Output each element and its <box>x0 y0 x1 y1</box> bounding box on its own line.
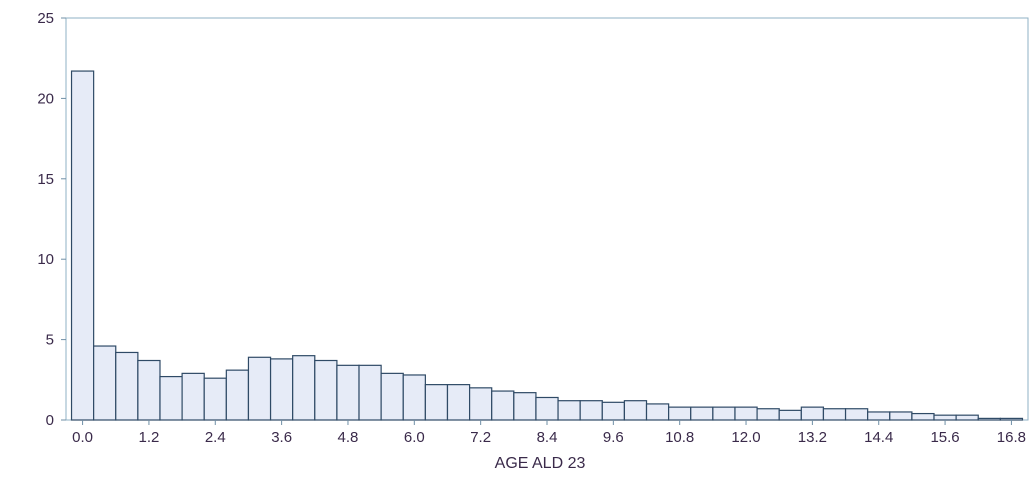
histogram-bar <box>955 414 979 421</box>
x-tick-label: 10.8 <box>665 429 694 446</box>
x-tick-label: 7.2 <box>470 429 491 446</box>
histogram-bar <box>336 364 360 421</box>
histogram-bar <box>137 359 161 421</box>
x-tick-label: 14.4 <box>864 429 893 446</box>
histogram-bar <box>269 358 294 421</box>
histogram-bar <box>623 400 648 421</box>
histogram-bar <box>999 417 1024 421</box>
y-tick-label: 5 <box>46 332 54 349</box>
histogram-bar <box>668 406 692 421</box>
histogram-bar <box>247 356 272 421</box>
histogram-bar <box>844 408 869 421</box>
histogram-bar <box>292 355 316 421</box>
histogram-bar <box>712 406 736 421</box>
histogram-bar <box>314 359 338 421</box>
histogram-bar <box>380 372 404 421</box>
histogram-bar <box>911 412 935 421</box>
x-tick-label: 1.2 <box>139 429 160 446</box>
bars-group <box>70 70 1024 421</box>
plot-frame <box>65 17 1029 421</box>
histogram-bar <box>491 390 515 421</box>
histogram-bar <box>645 403 670 421</box>
histogram-bar <box>181 372 205 421</box>
y-axis: 0 5 10 15 20 25 <box>37 10 66 429</box>
histogram-bar <box>70 70 95 421</box>
histogram-bar <box>424 384 449 421</box>
y-tick-label: 10 <box>37 251 54 268</box>
histogram-bar <box>601 401 626 421</box>
histogram-bar <box>867 411 891 421</box>
histogram-bar <box>446 384 471 421</box>
x-tick-label: 4.8 <box>338 429 359 446</box>
y-tick-label: 20 <box>37 90 54 107</box>
y-tick-label: 15 <box>37 171 54 188</box>
histogram-bar <box>115 351 139 421</box>
histogram-bar <box>535 396 559 421</box>
x-tick-label: 13.2 <box>798 429 827 446</box>
histogram-bar <box>225 369 250 421</box>
x-tick-label: 6.0 <box>404 429 425 446</box>
x-tick-label: 0.0 <box>72 429 93 446</box>
histogram-bar <box>93 345 117 421</box>
histogram-bar <box>977 417 1001 421</box>
x-tick-label: 2.4 <box>205 429 226 446</box>
histogram-bar <box>822 408 847 421</box>
x-tick-label: 3.6 <box>271 429 292 446</box>
x-tick-label: 12.0 <box>731 429 760 446</box>
histogram-bar <box>778 409 802 421</box>
histogram-bar <box>159 375 183 421</box>
x-tick-label: 8.4 <box>537 429 558 446</box>
histogram-bar <box>203 377 227 421</box>
histogram-bar <box>933 414 957 421</box>
histogram-bar <box>468 387 493 421</box>
y-tick-label: 0 <box>46 412 54 429</box>
histogram-bar <box>734 406 758 421</box>
histogram-bar <box>513 392 537 421</box>
histogram-bar <box>889 411 913 421</box>
histogram-bar <box>800 406 825 421</box>
x-tick-label: 16.8 <box>997 429 1026 446</box>
x-axis-title: AGE ALD 23 <box>495 455 586 472</box>
y-tick-label: 25 <box>37 10 54 27</box>
x-tick-label: 9.6 <box>603 429 624 446</box>
histogram-bar <box>402 374 426 421</box>
histogram-bar <box>756 408 780 421</box>
histogram-bar <box>358 364 382 421</box>
histogram-bar <box>557 400 581 421</box>
histogram-bar <box>690 406 714 421</box>
histogram-bar <box>579 400 603 421</box>
x-tick-label: 15.6 <box>930 429 959 446</box>
x-axis: 0.0 1.2 2.4 3.6 4.8 6.0 7.2 8.4 9.6 10.8 12.0 13.2 1… <box>72 420 1026 446</box>
